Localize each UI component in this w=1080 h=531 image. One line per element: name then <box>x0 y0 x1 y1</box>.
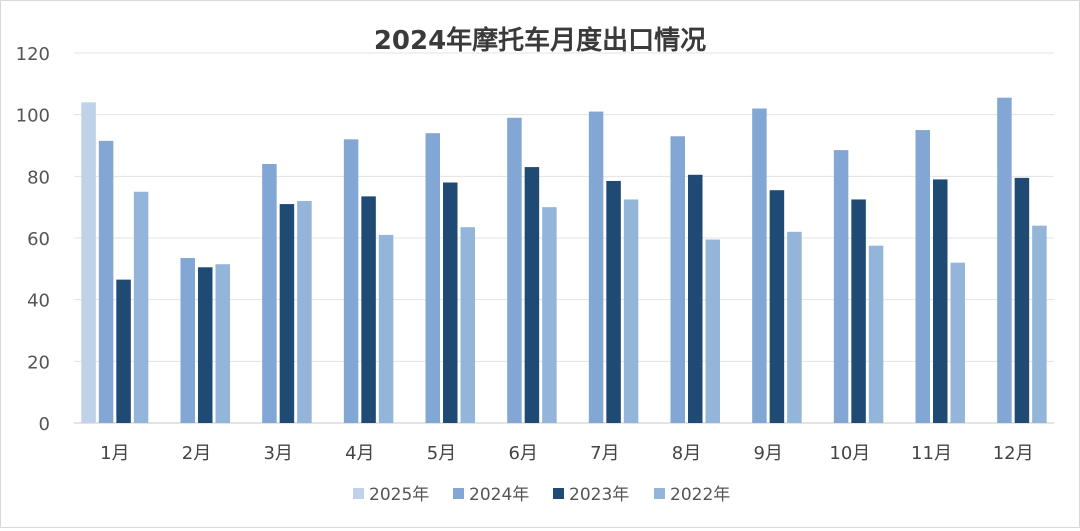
bar <box>98 140 114 423</box>
bar <box>623 199 639 423</box>
bar <box>507 117 522 423</box>
x-axis-ticks: 1月 2月 3月 4月 5月 6月 7月 8月 9月 10月 11月 12月 <box>100 443 1034 464</box>
bar <box>180 258 195 423</box>
x-tick-label: 3月 <box>263 443 292 464</box>
y-axis-ticks: 0 20 40 60 80 100 120 <box>16 44 50 435</box>
legend: 2025年 2024年 2023年 2022年 <box>353 485 730 505</box>
y-tick-label: 20 <box>27 352 50 373</box>
bars <box>81 97 1047 424</box>
bar <box>1014 177 1030 423</box>
legend-label: 2023年 <box>569 485 629 505</box>
bar <box>833 150 849 423</box>
y-tick-label: 60 <box>27 229 50 250</box>
bar <box>688 174 703 423</box>
bar <box>425 133 440 423</box>
y-tick-label: 0 <box>39 414 50 435</box>
y-tick-label: 120 <box>16 44 50 65</box>
y-tick-label: 100 <box>16 106 50 127</box>
bar <box>915 130 930 424</box>
bar <box>215 264 230 423</box>
legend-label: 2022年 <box>670 485 730 505</box>
bar <box>588 111 604 423</box>
legend-label: 2024年 <box>469 485 529 505</box>
bar <box>997 97 1012 423</box>
legend-swatch <box>553 488 564 499</box>
bar <box>262 164 277 423</box>
bar <box>361 196 376 423</box>
bar <box>950 262 965 423</box>
bar <box>81 102 96 423</box>
bar <box>133 191 149 423</box>
bar <box>787 231 802 423</box>
bar <box>606 180 621 423</box>
legend-swatch <box>453 488 464 499</box>
x-tick-label: 2月 <box>182 443 211 464</box>
y-tick-label: 80 <box>27 167 50 188</box>
x-tick-label: 7月 <box>590 443 619 464</box>
legend-swatch <box>353 488 364 499</box>
bar <box>378 234 394 423</box>
bar <box>752 108 767 423</box>
bar <box>443 182 458 423</box>
legend-swatch <box>654 488 665 499</box>
bar <box>851 199 866 423</box>
x-tick-label: 11月 <box>911 443 952 464</box>
gridlines <box>74 52 1054 424</box>
x-tick-label: 5月 <box>427 443 456 464</box>
bar <box>670 136 685 423</box>
bar <box>542 207 557 423</box>
bar <box>198 267 213 423</box>
bar <box>524 167 540 423</box>
x-tick-label: 1月 <box>100 443 129 464</box>
bar <box>343 139 359 424</box>
x-tick-label: 10月 <box>829 443 870 464</box>
bar <box>933 179 948 423</box>
bar <box>279 204 295 423</box>
bar <box>297 201 312 423</box>
bar <box>1032 225 1047 423</box>
bar <box>868 245 884 423</box>
y-tick-label: 40 <box>27 291 50 312</box>
x-tick-label: 8月 <box>672 443 701 464</box>
bar <box>116 279 131 423</box>
x-tick-label: 4月 <box>345 443 374 464</box>
x-tick-label: 9月 <box>753 443 782 464</box>
chart-title: 2024年摩托车月度出口情况 <box>374 25 706 56</box>
x-tick-label: 6月 <box>508 443 537 464</box>
legend-label: 2025年 <box>369 485 429 505</box>
x-tick-label: 12月 <box>993 443 1034 464</box>
bar <box>769 190 785 423</box>
bar <box>460 227 475 423</box>
bar <box>705 239 720 423</box>
